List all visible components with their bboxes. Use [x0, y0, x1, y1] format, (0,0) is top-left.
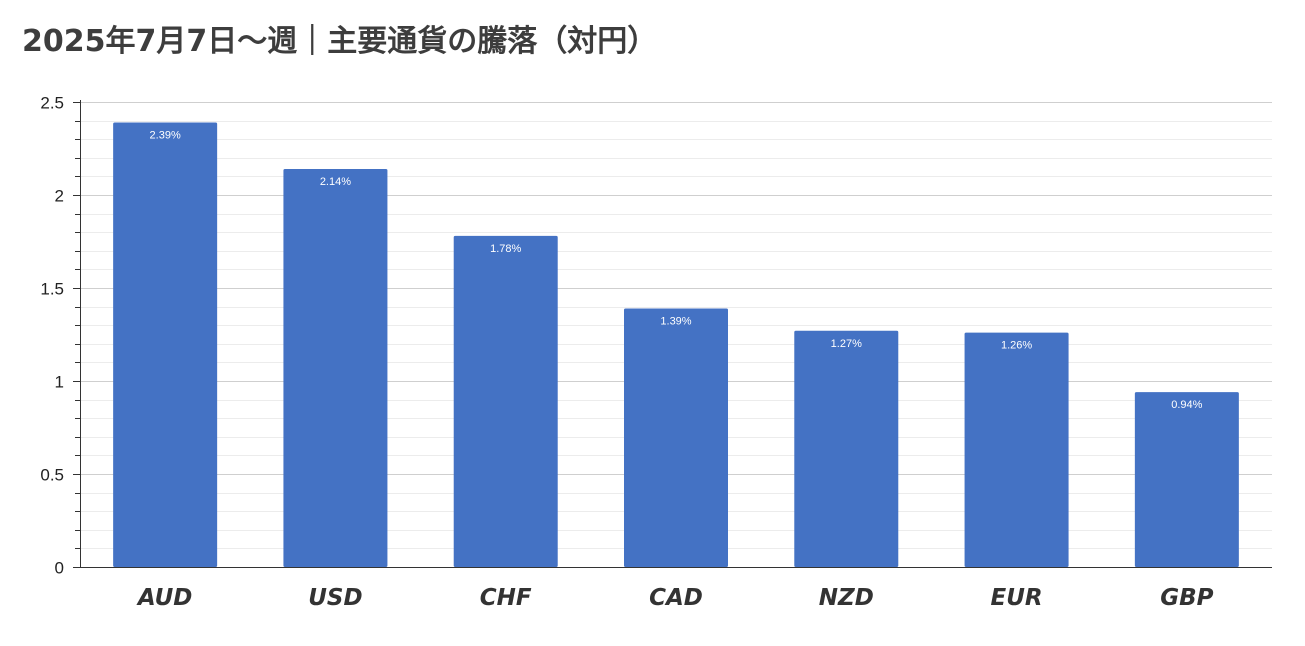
bar-usd: [283, 168, 388, 567]
labels: 0 0.5 1 1.5 2 2.5 2.39% AUD 2.14% USD 1.78% CHF 1.39…: [40, 94, 1213, 612]
data-label: 2.14%: [320, 176, 351, 188]
x-tick-label: GBP: [1160, 585, 1213, 611]
bar-nzd: [794, 330, 899, 567]
data-label: 1.78%: [490, 243, 521, 255]
bar-chf: [453, 235, 558, 568]
y-tick-label: 1.5: [40, 280, 64, 299]
data-label: 0.94%: [1171, 399, 1202, 411]
bars: [113, 122, 1239, 568]
data-label: 1.26%: [1001, 340, 1032, 352]
x-tick-label: CAD: [649, 585, 703, 611]
data-label: 1.39%: [660, 315, 691, 327]
bar-aud: [113, 122, 218, 568]
y-tick-label: 2: [55, 187, 64, 206]
x-tick-label: EUR: [991, 585, 1043, 611]
chart-title: 2025年7月7日～週｜主要通貨の騰落（対円）: [22, 24, 658, 59]
data-label: 2.39%: [150, 129, 181, 141]
y-tick-label: 2.5: [40, 94, 64, 113]
x-tick-label: CHF: [480, 585, 532, 611]
x-tick-label: USD: [308, 585, 362, 611]
y-tick-label: 1: [55, 373, 64, 392]
x-tick-label: AUD: [136, 585, 193, 611]
y-tick-label: 0: [55, 559, 64, 578]
bar-gbp: [1134, 392, 1239, 567]
bar-cad: [624, 308, 728, 567]
axes: [73, 100, 1272, 568]
x-tick-label: NZD: [819, 585, 874, 611]
bar-eur: [964, 332, 1069, 567]
data-label: 1.27%: [831, 338, 862, 350]
y-tick-label: 0.5: [40, 466, 64, 485]
